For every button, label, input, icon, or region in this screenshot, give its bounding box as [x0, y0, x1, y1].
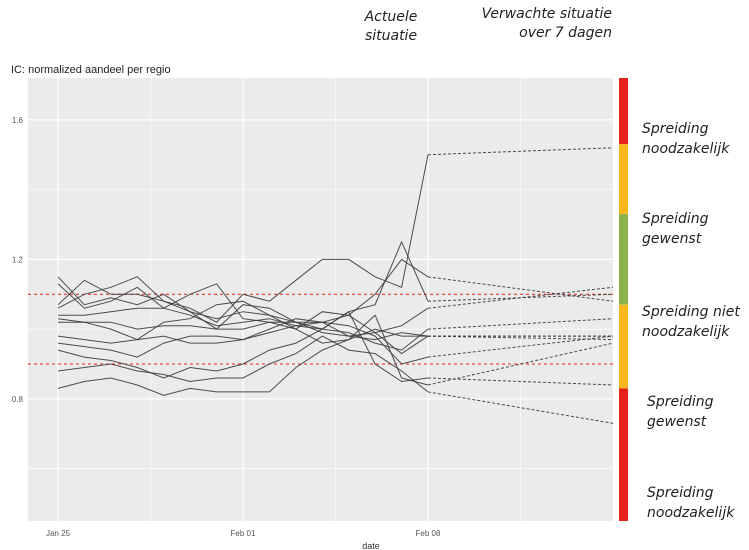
expected-situation-annotation: Verwachte situatie over 7 dagen	[481, 6, 612, 41]
series-line	[57, 154, 429, 323]
series-line	[57, 240, 429, 330]
forecast-line	[427, 377, 614, 386]
zone-label: Spreiding niet noodzakelijk	[642, 304, 740, 340]
zone-bar-segment	[619, 144, 628, 215]
series-line	[58, 258, 429, 327]
zone-bar-segment	[619, 304, 628, 389]
y-tick-label: 1.2	[12, 255, 24, 264]
series-line	[57, 335, 429, 393]
zone-label: Spreiding gewenst	[642, 211, 709, 247]
series-line	[57, 283, 429, 337]
zone-label: Spreiding noodzakelijk	[642, 121, 730, 157]
x-tick-label: Feb 01	[231, 529, 256, 538]
forecast-line	[427, 286, 614, 309]
x-tick-label: Feb 08	[416, 529, 441, 538]
zone-bar-segment	[619, 78, 628, 145]
zone-label: Spreiding gewenst	[647, 394, 714, 430]
series-line	[57, 314, 429, 396]
forecast-line	[427, 293, 614, 302]
forecast-line	[427, 335, 614, 341]
forecast-line	[427, 276, 614, 302]
chart-subtitle: IC: normalized aandeel per regio	[11, 64, 171, 76]
x-axis-label: date	[362, 541, 380, 550]
y-tick-label: 0.8	[12, 395, 24, 404]
forecast-line	[427, 342, 614, 386]
forecast-line	[427, 318, 614, 330]
series-line	[57, 318, 429, 365]
zone-label: Spreiding noodzakelijk	[647, 485, 735, 521]
x-tick-label: Jan 25	[46, 529, 71, 538]
y-tick-label: 1.6	[12, 116, 24, 125]
forecast-line	[427, 147, 614, 156]
forecast-line	[427, 391, 614, 424]
zone-bar-segment	[619, 214, 628, 305]
series-line	[57, 279, 429, 341]
zone-bar-segment	[619, 388, 628, 521]
forecast-line	[427, 335, 614, 358]
series-line	[57, 310, 429, 383]
series-line	[58, 311, 429, 355]
current-situation-annotation: Actuele situatie	[364, 9, 418, 44]
